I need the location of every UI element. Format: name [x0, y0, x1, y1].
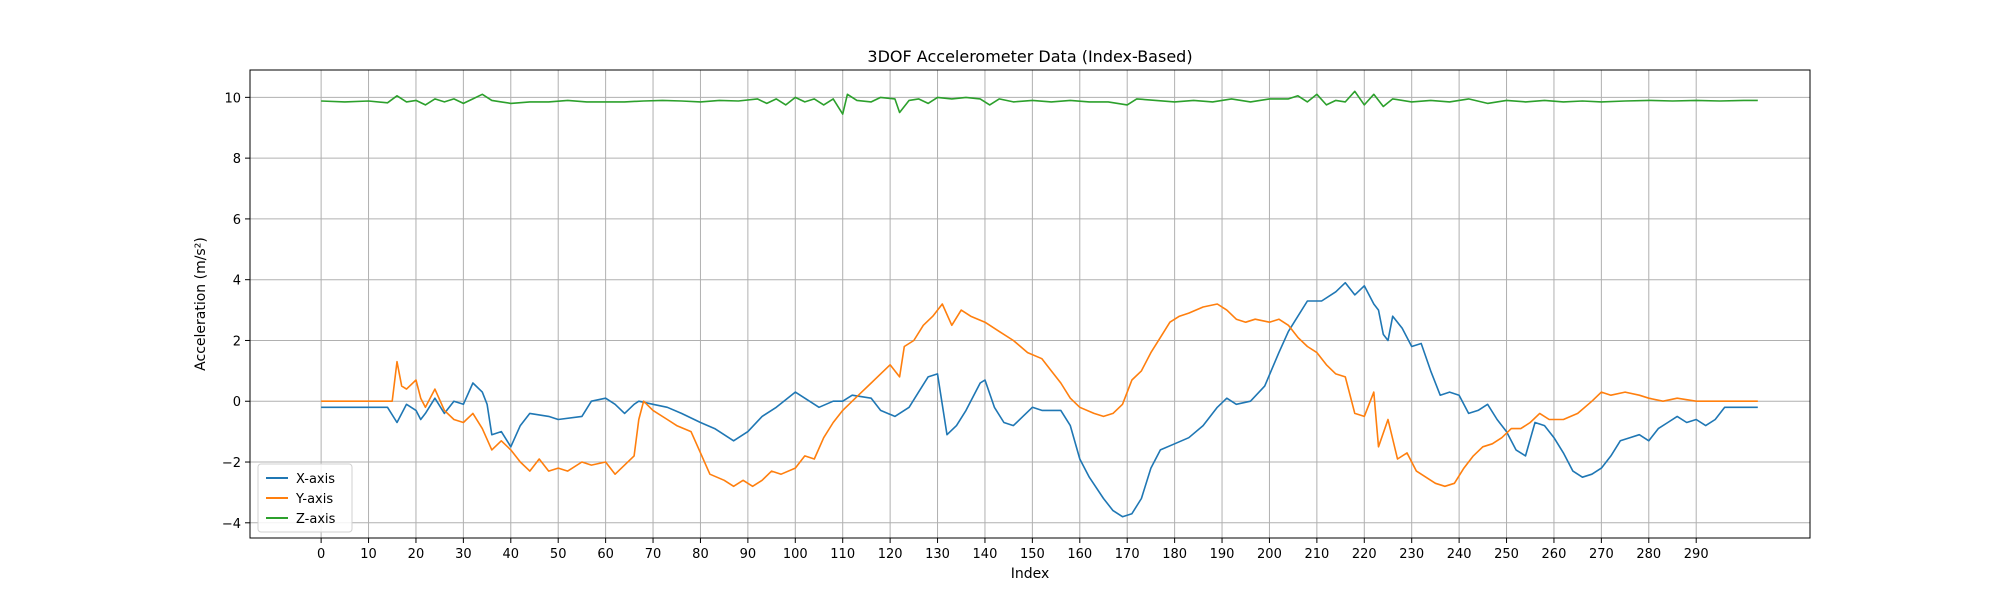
- y-tick-label: −2: [222, 456, 241, 471]
- x-tick-label: 20: [408, 547, 425, 562]
- series-line-x-axis: [321, 281, 1758, 518]
- series-line-z-axis: [321, 90, 1758, 115]
- x-tick-label: 110: [830, 547, 855, 562]
- legend-label: Z-axis: [296, 512, 336, 527]
- x-tick-label: 280: [1636, 547, 1661, 562]
- x-tick-label: 30: [455, 547, 472, 562]
- x-tick-label: 130: [925, 547, 950, 562]
- legend: X-axis Y-axis Z-axis: [257, 463, 353, 533]
- legend-label: X-axis: [296, 472, 335, 487]
- x-tick-label: 270: [1589, 547, 1614, 562]
- legend-label: Y-axis: [295, 492, 333, 507]
- x-tick-label: 160: [1067, 547, 1092, 562]
- y-tick-label: 4: [233, 274, 241, 289]
- x-tick-label: 290: [1684, 547, 1709, 562]
- x-tick-label: 140: [973, 547, 998, 562]
- x-tick-label: 220: [1352, 547, 1377, 562]
- x-tick-label: 70: [645, 547, 662, 562]
- x-tick-label: 200: [1257, 547, 1282, 562]
- grid-lines: [250, 70, 1810, 538]
- x-tick-label: 100: [783, 547, 808, 562]
- plot-area-frame: [249, 69, 1811, 539]
- x-axis-ticks: 0 10 20 30 40 50 60 70 80 90 100 110 120 130 140 150 160…: [317, 538, 1709, 562]
- x-tick-label: 150: [1020, 547, 1045, 562]
- y-axis-ticks: −4 −2 0 2 4 6 8 10: [222, 91, 250, 532]
- x-tick-label: 260: [1542, 547, 1567, 562]
- x-tick-label: 210: [1304, 547, 1329, 562]
- chart-title: 3DOF Accelerometer Data (Index-Based): [867, 47, 1192, 66]
- x-tick-label: 90: [740, 547, 757, 562]
- x-tick-label: 60: [597, 547, 614, 562]
- y-tick-label: 2: [233, 334, 241, 349]
- y-tick-label: 6: [233, 213, 241, 228]
- y-tick-label: 8: [233, 152, 241, 167]
- y-tick-label: 10: [224, 91, 241, 106]
- x-tick-label: 180: [1162, 547, 1187, 562]
- legend-box: [257, 463, 353, 533]
- x-tick-label: 190: [1210, 547, 1235, 562]
- x-tick-label: 230: [1399, 547, 1424, 562]
- x-tick-label: 80: [692, 547, 709, 562]
- series-line-y-axis: [321, 303, 1758, 488]
- x-tick-label: 120: [878, 547, 903, 562]
- y-axis-label: Acceleration (m/s²): [193, 237, 209, 371]
- series-lines: [321, 90, 1758, 518]
- x-tick-label: 250: [1494, 547, 1519, 562]
- x-tick-label: 240: [1447, 547, 1472, 562]
- x-tick-label: 0: [317, 547, 325, 562]
- x-tick-label: 170: [1115, 547, 1140, 562]
- x-tick-label: 10: [360, 547, 377, 562]
- y-tick-label: −4: [222, 517, 241, 532]
- x-axis-label: Index: [1011, 566, 1050, 582]
- y-tick-label: 0: [233, 395, 241, 410]
- x-tick-label: 40: [503, 547, 520, 562]
- x-tick-label: 50: [550, 547, 567, 562]
